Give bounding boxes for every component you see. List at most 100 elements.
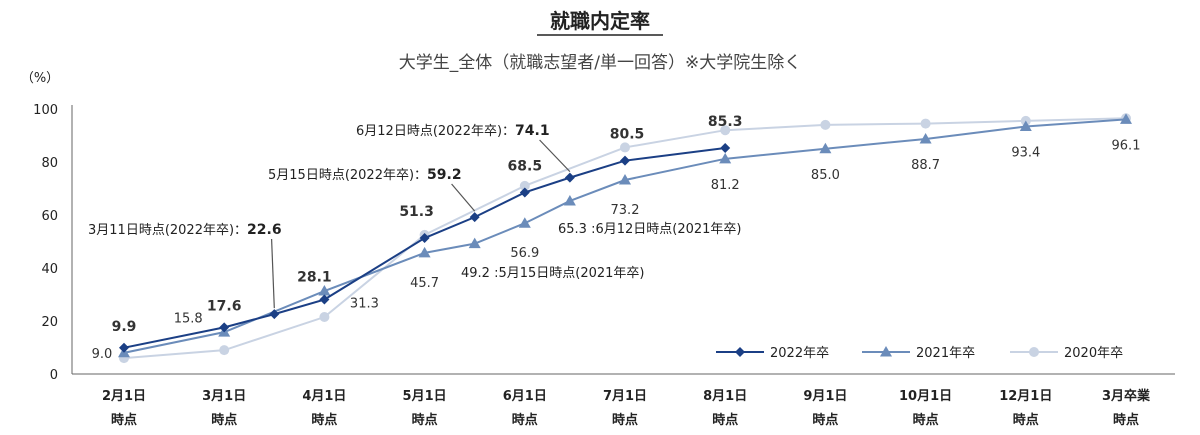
value-label: 31.3	[350, 297, 379, 312]
value-label: 73.2	[611, 203, 640, 218]
x-tick-line2: 時点	[512, 412, 538, 428]
annotation: 3月11日時点(2022年卒)：22.6	[88, 222, 282, 309]
chart-subtitle: 大学生_全体（就職志望者/単一回答）※大学院生除く	[399, 53, 801, 73]
y-tick-label: 40	[41, 262, 58, 277]
data-point-triangle	[1120, 113, 1132, 124]
legend-item: 2020年卒	[1010, 346, 1123, 361]
x-tick-line1: 3月卒業	[1102, 388, 1151, 404]
annotation-leader	[451, 183, 476, 212]
value-label: 56.9	[510, 246, 539, 261]
annotation-text: 5月15日時点(2022年卒)：	[268, 168, 427, 183]
annotation-value: 74.1	[515, 123, 550, 139]
x-tick-line2: 時点	[612, 412, 638, 428]
data-point-diamond	[720, 142, 731, 153]
series-line	[123, 117, 1127, 360]
data-point-circle	[1029, 347, 1039, 357]
x-tick-line1: 2月1日	[102, 389, 146, 404]
annotation-text: 6月12日時点(2022年卒)：	[356, 124, 515, 139]
x-tick-line2: 時点	[111, 412, 137, 428]
data-point-circle	[219, 345, 230, 356]
x-tick-line1: 10月1日	[899, 389, 952, 404]
x-tick-line1: 4月1日	[302, 389, 346, 404]
y-tick-label: 20	[41, 315, 58, 330]
data-point-triangle	[468, 237, 481, 249]
data-point-circle	[319, 312, 330, 323]
legend-label: 2022年卒	[770, 346, 829, 361]
data-point-triangle	[719, 152, 732, 164]
x-tick-line2: 時点	[812, 412, 838, 428]
annotation: 65.3 :6月12日時点(2021年卒)	[558, 222, 742, 237]
data-point-triangle	[819, 142, 832, 154]
data-point-diamond	[319, 294, 330, 305]
annotation-value: 65.3	[558, 222, 591, 237]
legend-item: 2022年卒	[716, 346, 829, 361]
value-label: 80.5	[610, 127, 645, 143]
value-label: 17.6	[207, 298, 242, 314]
data-point-diamond	[469, 212, 480, 223]
y-tick-label: 80	[41, 156, 58, 171]
data-point-diamond	[519, 187, 530, 198]
data-point-triangle	[1019, 120, 1032, 131]
annotation-label: 6月12日時点(2022年卒)：74.1	[356, 123, 550, 139]
data-point-triangle	[919, 132, 932, 144]
data-point-triangle	[563, 194, 576, 206]
chart-title: 就職内定率	[550, 9, 650, 33]
data-point-circle	[720, 125, 731, 136]
y-tick-label: 0	[50, 368, 58, 383]
x-tick-line2: 時点	[913, 412, 939, 428]
annotation-text: :5月15日時点(2021年卒)	[494, 266, 644, 281]
legend: 2022年卒 2021年卒 2020年卒	[716, 346, 1123, 361]
annotation: 5月15日時点(2022年卒)：59.2	[268, 167, 476, 212]
value-label: 85.0	[811, 168, 840, 183]
annotation-label: 65.3 :6月12日時点(2021年卒)	[558, 222, 742, 237]
data-point-diamond	[119, 342, 129, 353]
data-point-diamond	[219, 322, 230, 333]
data-point-diamond	[269, 309, 280, 320]
x-tick-line1: 9月1日	[803, 389, 847, 404]
y-axis-label: （%）	[21, 71, 59, 86]
value-label: 15.8	[174, 311, 203, 326]
x-tick-line2: 時点	[1013, 412, 1039, 428]
value-label: 9.9	[112, 319, 137, 335]
y-tick-label: 60	[41, 209, 58, 224]
annotation-value: 59.2	[427, 167, 462, 183]
annotation-leader	[270, 238, 275, 309]
x-tick-line1: 7月1日	[603, 389, 647, 404]
legend-label: 2020年卒	[1064, 346, 1123, 361]
value-label: 51.3	[399, 204, 434, 220]
annotation-text: 3月11日時点(2022年卒)：	[88, 223, 247, 238]
x-tick-line2: 時点	[412, 412, 438, 428]
annotation-label: 3月11日時点(2022年卒)：22.6	[88, 222, 282, 238]
series-2021年卒	[118, 113, 1132, 358]
x-tick-line1: 8月1日	[703, 389, 747, 404]
annotation-value: 49.2	[461, 266, 494, 281]
annotation-leader	[539, 139, 571, 173]
value-label: 9.0	[92, 347, 113, 362]
x-tick-line1: 5月1日	[403, 389, 447, 404]
series-2020年卒	[119, 113, 1131, 364]
annotation-label: 5月15日時点(2022年卒)：59.2	[268, 167, 462, 183]
series-2022年卒	[119, 142, 731, 353]
data-point-triangle	[619, 174, 631, 185]
x-tick-line2: 時点	[211, 412, 237, 428]
x-tick-line1: 12月1日	[999, 389, 1052, 404]
data-point-triangle	[418, 246, 431, 258]
data-point-circle	[920, 118, 931, 129]
data-point-diamond	[419, 233, 430, 244]
value-label: 93.4	[1011, 145, 1040, 160]
x-tick-line2: 時点	[1113, 412, 1139, 428]
data-point-triangle	[880, 346, 892, 357]
value-label: 85.3	[708, 114, 743, 130]
data-point-circle	[820, 119, 831, 130]
x-tick-line2: 時点	[712, 412, 738, 428]
series-line	[123, 146, 726, 349]
